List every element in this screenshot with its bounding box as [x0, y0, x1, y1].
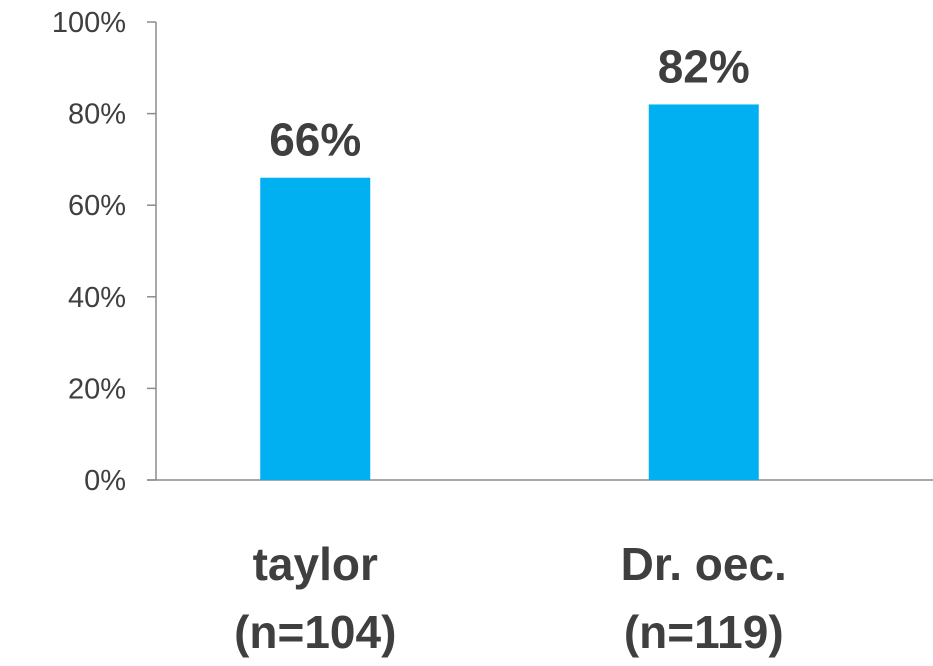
bar: [260, 177, 371, 480]
y-tick-label: 40%: [68, 282, 126, 314]
category-label: taylor: [253, 538, 378, 590]
data-labels: 66% 82%: [269, 40, 750, 165]
y-tick-label: 0%: [84, 465, 126, 497]
y-axis: 0% 20% 40% 60% 80% 100%: [52, 7, 157, 497]
y-tick-label: 100%: [52, 7, 126, 39]
bars: [260, 104, 759, 480]
y-tick-label: 60%: [68, 190, 126, 222]
category-labels: taylor (n=104) Dr. oec. (n=119): [234, 538, 787, 658]
category-label: Dr. oec.: [621, 538, 787, 590]
category-n-label: (n=104): [234, 606, 396, 658]
y-tick-label: 20%: [68, 373, 126, 405]
bar: [648, 104, 759, 480]
category-n-label: (n=119): [624, 606, 784, 658]
data-label: 66%: [269, 114, 361, 166]
y-tick-label: 80%: [68, 99, 126, 131]
data-label: 82%: [658, 40, 750, 92]
